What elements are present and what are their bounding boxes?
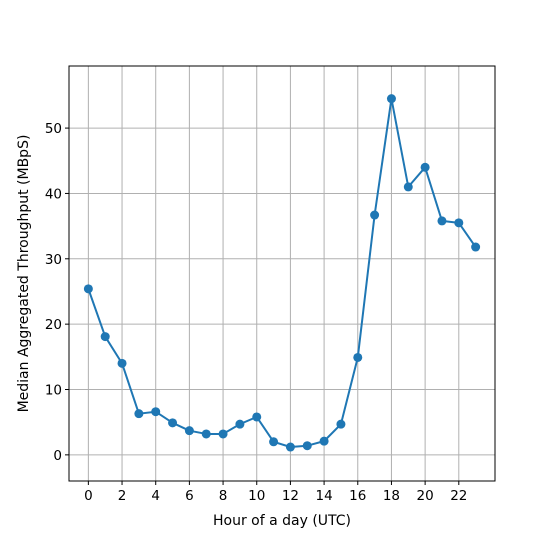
y-axis: 0 10 20 30 40 50	[45, 121, 69, 464]
x-tick-label: 8	[219, 488, 228, 504]
x-tick-label: 4	[151, 488, 160, 504]
data-point	[471, 242, 481, 252]
x-tick-label: 14	[316, 488, 333, 504]
x-axis-label: Hour of a day (UTC)	[213, 513, 351, 529]
data-point	[151, 407, 161, 417]
data-point	[100, 332, 110, 342]
data-point	[269, 437, 279, 447]
x-tick-label: 10	[248, 488, 265, 504]
x-tick-label: 2	[118, 488, 127, 504]
data-point	[302, 441, 312, 451]
data-point	[420, 162, 430, 172]
x-tick-label: 20	[417, 488, 434, 504]
data-point	[403, 182, 413, 192]
data-point	[370, 210, 380, 220]
y-tick-label: 40	[45, 186, 62, 202]
data-point	[252, 412, 262, 422]
data-point	[201, 429, 211, 439]
data-point	[117, 358, 127, 368]
data-point	[353, 352, 363, 362]
data-point	[437, 216, 447, 226]
data-point	[285, 442, 295, 452]
x-tick-label: 22	[450, 488, 467, 504]
grid-lines	[69, 66, 495, 481]
data-point	[134, 409, 144, 419]
x-tick-label: 18	[383, 488, 400, 504]
data-point	[454, 218, 464, 228]
y-tick-label: 10	[45, 383, 62, 399]
plot-frame	[68, 65, 496, 482]
x-axis: 0 2 4 6 8 10 12 14 16 18 20 22	[84, 481, 467, 504]
data-point	[319, 436, 329, 446]
y-tick-label: 50	[45, 121, 62, 137]
y-tick-label: 20	[45, 317, 62, 333]
data-point	[235, 419, 245, 429]
x-tick-label: 6	[185, 488, 194, 504]
x-tick-label: 16	[349, 488, 366, 504]
y-tick-label: 30	[45, 252, 62, 268]
x-tick-label: 0	[84, 488, 93, 504]
data-point	[218, 429, 228, 439]
data-series	[83, 94, 481, 452]
x-tick-label: 12	[282, 488, 299, 504]
data-point	[83, 284, 93, 294]
y-axis-label: Median Aggregated Throughput (MBpS)	[16, 135, 32, 413]
y-tick-label: 0	[53, 448, 62, 464]
data-point	[336, 419, 346, 429]
data-point	[184, 426, 194, 436]
data-point	[168, 418, 178, 428]
data-point	[386, 94, 396, 104]
